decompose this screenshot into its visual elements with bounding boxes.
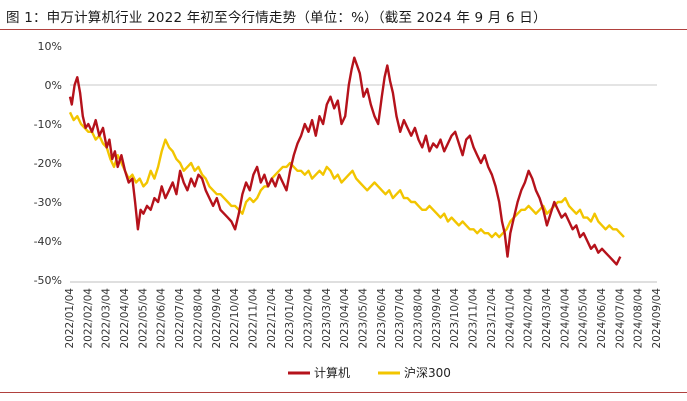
x-tick-label: 2023/08/04 [413,288,425,349]
x-tick-label: 2023/06/04 [376,288,388,349]
x-tick-label: 2022/12/04 [266,288,278,349]
x-tick-label: 2024/07/04 [614,288,626,349]
x-tick-label: 2022/01/04 [64,288,76,349]
x-tick-label: 2024/02/04 [523,288,535,349]
x-tick-label: 2022/07/04 [174,288,186,349]
x-tick-label: 2023/09/04 [431,288,443,349]
x-tick-label: 2023/04/04 [339,288,351,349]
x-tick-label: 2024/01/04 [504,288,516,349]
x-tick-label: 2022/03/04 [101,288,113,349]
x-tick-label: 2022/11/04 [247,288,259,349]
x-tick-label: 2023/12/04 [486,288,498,349]
y-tick-label: 0% [45,79,62,92]
chart-title: 图 1：申万计算机行业 2022 年初至今行情走势（单位：%）（截至 2024 … [6,10,547,26]
x-tick-label: 2022/04/04 [119,288,131,349]
x-tick-label: 2024/03/04 [541,288,553,349]
x-tick-label: 2022/05/04 [137,288,149,349]
x-tick-label: 2023/03/04 [321,288,333,349]
x-tick-label: 2024/06/04 [596,288,608,349]
x-tick-label: 2022/10/04 [229,288,241,349]
x-tick-label: 2022/09/04 [211,288,223,349]
x-tick-label: 2023/01/04 [284,288,296,349]
series-lines [68,56,625,266]
x-tick-label: 2024/05/04 [578,288,590,349]
y-tick-label: -40% [34,235,62,248]
x-axis: 2022/01/04 2022/02/04 2022/03/04 2022/04/04… [64,281,663,349]
y-axis: 10% 0% -10% -20% -30% -40% -50% [34,40,62,287]
x-tick-label: 2024/09/04 [651,288,663,349]
title-divider [0,29,687,30]
legend-label-computer: 计算机 [314,365,350,380]
x-tick-label: 2024/08/04 [633,288,645,349]
series-line-hs300 [68,111,625,239]
y-tick-label: -30% [34,196,62,209]
y-tick-label: -20% [34,157,62,170]
x-tick-label: 2023/05/04 [358,288,370,349]
x-tick-label: 2022/06/04 [156,288,168,349]
bottom-divider [0,392,687,393]
legend-label-hs300: 沪深300 [404,366,451,380]
x-tick-label: 2023/11/04 [468,288,480,349]
x-tick-label: 2023/10/04 [449,288,461,349]
x-tick-label: 2024/04/04 [559,288,571,349]
x-tick-label: 2023/07/04 [394,288,406,349]
x-tick-label: 2022/02/04 [82,288,94,349]
y-tick-label: 10% [38,40,62,53]
x-tick-label: 2023/02/04 [302,288,314,349]
x-tick-label: 2022/08/04 [192,288,204,349]
legend: 计算机 沪深300 [288,365,451,380]
y-tick-label: -10% [34,118,62,131]
series-line-computer [68,56,622,266]
y-tick-label: -50% [34,274,62,287]
